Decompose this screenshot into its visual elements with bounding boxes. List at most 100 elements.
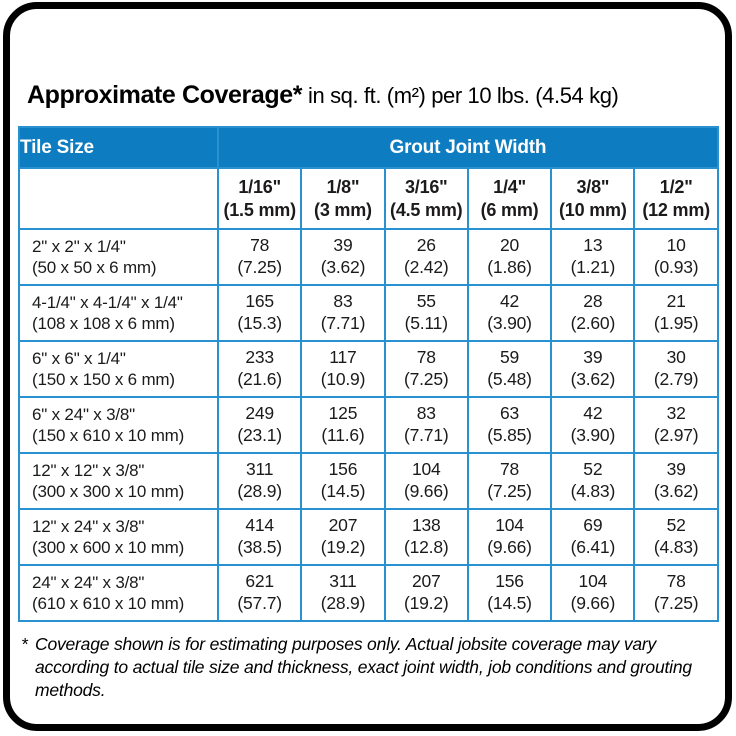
tile-size-inches: 2" x 2" x 1/4" (32, 236, 126, 256)
coverage-sqft-value: 55 (416, 291, 436, 312)
coverage-metric-value: (9.66) (403, 481, 449, 501)
column-inch-label: 1/16" (238, 177, 281, 197)
coverage-metric-value: (23.1) (237, 425, 282, 445)
coverage-value-cell: 83 (7.71) (383, 396, 469, 454)
coverage-metric-value: (5.48) (487, 369, 532, 389)
coverage-metric-value: (57.7) (237, 593, 282, 613)
table-header-row: Tile Size Grout Joint Width (18, 126, 719, 169)
coverage-table: Tile Size Grout Joint Width 1/16" (1.5 mm… (18, 126, 719, 622)
coverage-value-cell: 78 (7.25) (633, 564, 719, 622)
tile-size-metric: (50 x 50 x 6 mm) (32, 258, 157, 277)
coverage-metric-value: (2.79) (653, 369, 699, 389)
coverage-sqft-value: 117 (329, 347, 357, 368)
coverage-sqft-value: 78 (500, 459, 520, 480)
coverage-value-cell: 42 (3.90) (550, 396, 636, 454)
coverage-metric-value: (3.62) (570, 369, 616, 389)
coverage-metric-value: (21.6) (237, 369, 282, 389)
coverage-metric-value: (7.25) (487, 481, 532, 501)
coverage-value-cell: 39 (3.62) (633, 452, 719, 510)
coverage-sqft-value: 78 (250, 235, 270, 256)
coverage-metric-value: (1.86) (487, 257, 532, 277)
table-row: 6" x 24" x 3/8" (150 x 610 x 10 mm) 249 (23… (18, 396, 719, 454)
coverage-value-cell: 55 (5.11) (383, 284, 469, 342)
coverage-sqft-value: 104 (411, 459, 441, 480)
footnote-text: Coverage shown is for estimating purpose… (35, 634, 692, 700)
column-metric-label: (4.5 mm) (390, 199, 463, 220)
coverage-metric-value: (28.9) (237, 481, 282, 501)
column-metric-label: (10 mm) (559, 199, 627, 220)
coverage-value-cell: 311 (28.9) (300, 564, 386, 622)
coverage-metric-value: (3.90) (570, 425, 616, 445)
coverage-value-cell: 156 (14.5) (300, 452, 386, 510)
column-metric-label: (12 mm) (642, 199, 710, 220)
coverage-metric-value: (4.83) (570, 481, 616, 501)
coverage-value-cell: 138 (12.8) (383, 508, 469, 566)
coverage-value-cell: 78 (7.25) (216, 228, 303, 286)
coverage-metric-value: (14.5) (487, 593, 532, 613)
coverage-value-cell: 21 (1.95) (633, 284, 719, 342)
coverage-sqft-value: 83 (416, 403, 436, 424)
tile-size-inches: 12" x 24" x 3/8" (32, 516, 145, 536)
coverage-metric-value: (3.62) (320, 257, 366, 277)
coverage-sqft-value: 42 (583, 403, 603, 424)
column-header: 1/16" (1.5 mm) (216, 167, 303, 230)
tile-size-metric: (150 x 610 x 10 mm) (32, 426, 185, 445)
coverage-value-cell: 10 (0.93) (633, 228, 719, 286)
coverage-metric-value: (9.66) (570, 593, 616, 613)
tile-size-cell: 6" x 24" x 3/8" (150 x 610 x 10 mm) (18, 396, 219, 454)
footnote-marker: * (21, 634, 28, 654)
coverage-sqft-value: 39 (333, 235, 353, 256)
coverage-sqft-value: 39 (583, 347, 603, 368)
title-rest-text: in sq. ft. (m²) per 10 lbs. (4.54 kg) (308, 83, 619, 108)
coverage-sqft-value: 165 (245, 291, 274, 312)
empty-header-cell (18, 167, 219, 230)
tile-size-inches: 6" x 6" x 1/4" (32, 348, 126, 368)
tile-size-cell: 12" x 24" x 3/8" (300 x 600 x 10 mm) (18, 508, 219, 566)
coverage-sqft-value: 20 (500, 235, 520, 256)
column-header: 1/2" (12 mm) (633, 167, 719, 230)
coverage-sqft-value: 104 (495, 515, 524, 536)
tile-size-metric: (150 x 150 x 6 mm) (32, 370, 175, 389)
coverage-metric-value: (3.62) (653, 481, 699, 501)
coverage-metric-value: (11.6) (321, 425, 365, 445)
coverage-value-cell: 78 (7.25) (383, 340, 469, 398)
column-metric-label: (1.5 mm) (223, 199, 296, 220)
coverage-metric-value: (19.2) (320, 537, 366, 557)
coverage-value-cell: 52 (4.83) (550, 452, 636, 510)
coverage-value-cell: 621 (57.7) (216, 564, 303, 622)
coverage-sqft-value: 13 (583, 235, 603, 256)
column-header-row: 1/16" (1.5 mm) 1/8" (3 mm) 3/16" (4.5 mm) 1/4"… (18, 167, 719, 230)
column-header: 1/4" (6 mm) (466, 167, 553, 230)
tile-size-metric: (300 x 600 x 10 mm) (32, 538, 185, 557)
coverage-sqft-value: 233 (245, 347, 274, 368)
coverage-value-cell: 156 (14.5) (466, 564, 553, 622)
coverage-sqft-value: 42 (500, 291, 520, 312)
coverage-value-cell: 117 (10.9) (300, 340, 386, 398)
tile-size-metric: (300 x 300 x 10 mm) (32, 482, 185, 501)
coverage-metric-value: (7.25) (403, 369, 449, 389)
coverage-value-cell: 59 (5.48) (466, 340, 553, 398)
coverage-value-cell: 69 (6.41) (550, 508, 636, 566)
coverage-sqft-value: 621 (245, 571, 274, 592)
coverage-sqft-value: 207 (328, 515, 358, 536)
column-metric-label: (6 mm) (480, 199, 539, 220)
tile-size-inches: 6" x 24" x 3/8" (32, 404, 135, 424)
coverage-value-cell: 20 (1.86) (466, 228, 553, 286)
tile-size-cell: 24" x 24" x 3/8" (610 x 610 x 10 mm) (18, 564, 219, 622)
title-bold-text: Approximate Coverage* (27, 81, 303, 109)
coverage-value-cell: 42 (3.90) (466, 284, 553, 342)
coverage-metric-value: (7.71) (403, 425, 449, 445)
coverage-sqft-value: 69 (583, 515, 603, 536)
grout-joint-width-header: Grout Joint Width (217, 126, 719, 169)
coverage-value-cell: 104 (9.66) (383, 452, 469, 510)
column-inch-label: 3/8" (576, 177, 610, 197)
coverage-value-cell: 414 (38.5) (216, 508, 303, 566)
coverage-metric-value: (6.41) (570, 537, 616, 557)
coverage-value-cell: 83 (7.71) (300, 284, 386, 342)
coverage-metric-value: (1.95) (653, 313, 699, 333)
coverage-sqft-value: 28 (583, 291, 603, 312)
coverage-sqft-value: 138 (411, 515, 441, 536)
tile-size-cell: 4-1/4" x 4-1/4" x 1/4" (108 x 108 x 6 mm) (18, 284, 219, 342)
coverage-metric-value: (0.93) (653, 257, 699, 277)
coverage-sqft-value: 63 (500, 403, 520, 424)
